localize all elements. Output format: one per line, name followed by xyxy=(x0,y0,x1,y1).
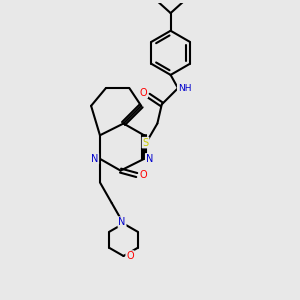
Text: N: N xyxy=(118,217,126,227)
Text: O: O xyxy=(140,170,147,180)
Text: O: O xyxy=(126,251,134,261)
Text: O: O xyxy=(140,88,147,98)
Text: N: N xyxy=(91,154,98,164)
Text: NH: NH xyxy=(178,84,191,93)
Text: S: S xyxy=(142,138,148,148)
Text: N: N xyxy=(146,154,153,164)
